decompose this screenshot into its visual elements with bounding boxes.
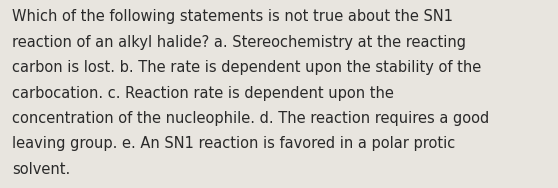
Text: reaction of an alkyl halide? a. Stereochemistry at the reacting: reaction of an alkyl halide? a. Stereoch… <box>12 35 466 50</box>
Text: carbocation. c. Reaction rate is dependent upon the: carbocation. c. Reaction rate is depende… <box>12 86 394 101</box>
Text: solvent.: solvent. <box>12 162 70 177</box>
Text: concentration of the nucleophile. d. The reaction requires a good: concentration of the nucleophile. d. The… <box>12 111 489 126</box>
Text: Which of the following statements is not true about the SN1: Which of the following statements is not… <box>12 9 453 24</box>
Text: leaving group. e. An SN1 reaction is favored in a polar protic: leaving group. e. An SN1 reaction is fav… <box>12 136 455 151</box>
Text: carbon is lost. b. The rate is dependent upon the stability of the: carbon is lost. b. The rate is dependent… <box>12 60 482 75</box>
